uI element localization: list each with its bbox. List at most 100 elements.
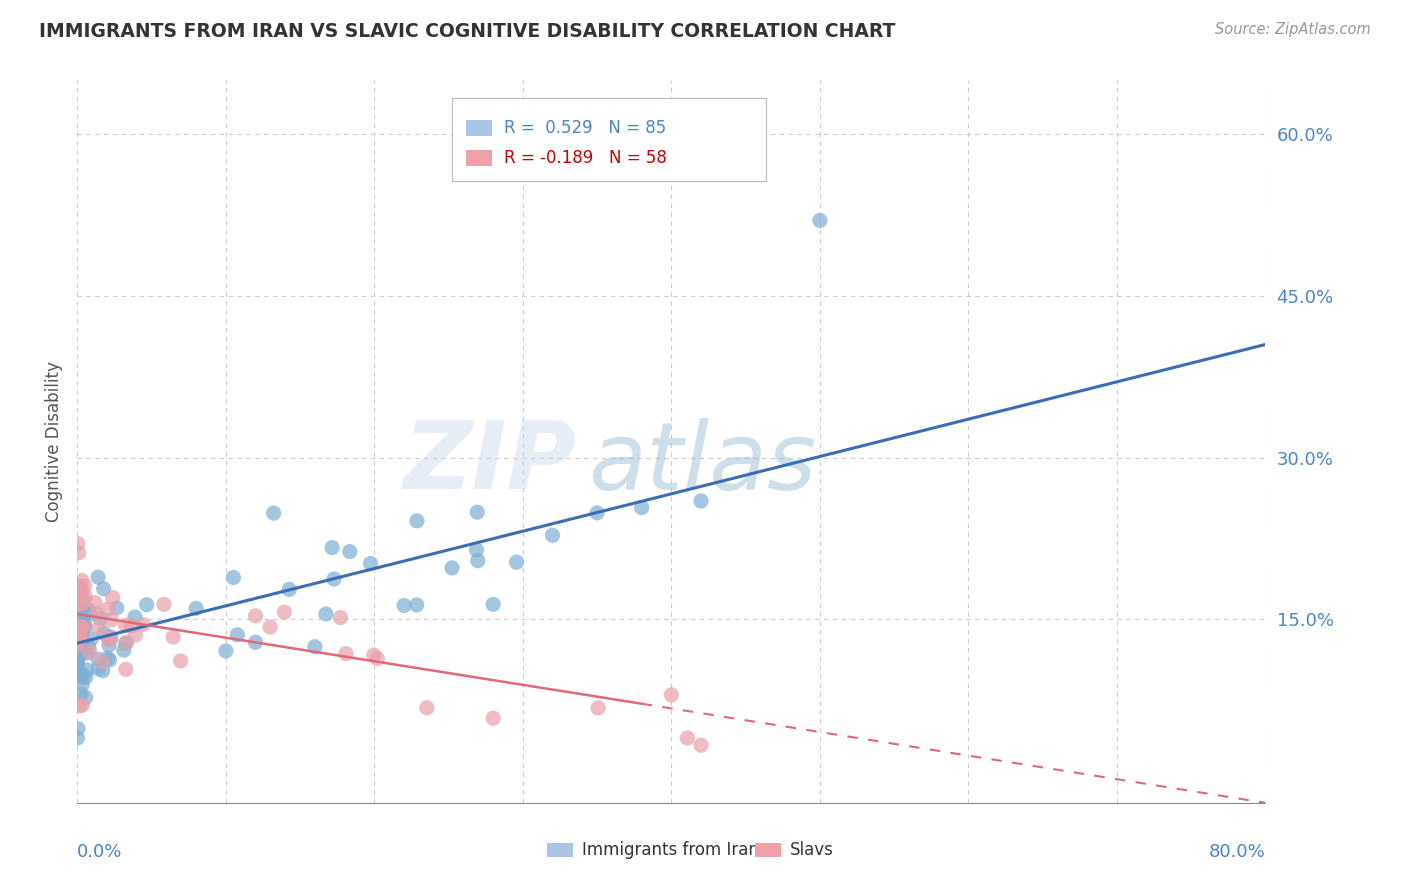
Point — [73, 579, 96, 593]
Point — [406, 514, 429, 528]
Point — [67, 633, 90, 648]
Text: Immigrants from Iran: Immigrants from Iran — [582, 841, 759, 859]
Point — [115, 662, 138, 676]
Point — [66, 639, 89, 653]
Point — [405, 598, 427, 612]
Point — [70, 669, 93, 683]
Point — [67, 632, 90, 647]
Point — [339, 544, 361, 558]
Point — [72, 670, 94, 684]
Point — [69, 630, 91, 644]
Point — [70, 666, 93, 681]
Point — [263, 506, 285, 520]
Point — [69, 582, 91, 596]
Point — [259, 620, 281, 634]
Point — [245, 635, 267, 649]
Point — [72, 632, 94, 647]
Point — [440, 561, 463, 575]
Point — [335, 647, 357, 661]
Point — [79, 607, 101, 622]
Point — [96, 651, 118, 665]
Bar — [465, 120, 492, 136]
Point — [75, 670, 97, 684]
Point — [482, 598, 505, 612]
Point — [77, 640, 100, 655]
Point — [169, 654, 191, 668]
Point — [808, 213, 831, 227]
Point — [67, 613, 90, 627]
Point — [69, 632, 91, 646]
Text: 80.0%: 80.0% — [1209, 843, 1265, 861]
Point — [66, 586, 89, 600]
Text: R =  0.529   N = 85: R = 0.529 N = 85 — [503, 119, 666, 137]
Point — [226, 628, 249, 642]
Point — [66, 634, 89, 648]
Point — [98, 653, 121, 667]
Point — [315, 607, 337, 621]
Point — [323, 572, 346, 586]
Point — [70, 574, 93, 588]
Point — [67, 639, 90, 653]
Point — [66, 590, 89, 604]
Point — [215, 644, 238, 658]
Point — [84, 596, 107, 610]
Point — [66, 654, 89, 668]
Point — [70, 582, 93, 597]
Point — [77, 603, 100, 617]
Point — [73, 618, 96, 632]
Point — [124, 628, 146, 642]
Point — [329, 610, 352, 624]
Point — [70, 698, 93, 713]
Point — [87, 662, 110, 676]
Text: Slavs: Slavs — [790, 841, 834, 859]
Point — [91, 664, 114, 678]
Point — [66, 658, 89, 673]
Point — [86, 607, 108, 621]
Point — [115, 635, 138, 649]
Point — [67, 579, 90, 593]
Point — [66, 655, 89, 669]
Point — [630, 500, 652, 515]
Point — [467, 554, 489, 568]
Point — [66, 603, 89, 617]
Point — [75, 590, 97, 604]
Point — [100, 632, 122, 647]
Point — [67, 546, 90, 560]
Point — [76, 663, 98, 677]
Point — [153, 598, 176, 612]
Point — [70, 687, 93, 701]
Bar — [451, 98, 766, 181]
Bar — [547, 843, 572, 857]
Point — [416, 700, 439, 714]
Point — [79, 645, 101, 659]
Point — [66, 637, 89, 651]
Text: R = -0.189   N = 58: R = -0.189 N = 58 — [503, 149, 666, 168]
Point — [69, 698, 91, 713]
Point — [278, 582, 301, 597]
Y-axis label: Cognitive Disability: Cognitive Disability — [45, 361, 63, 522]
Point — [100, 630, 122, 644]
Point — [75, 607, 97, 621]
Point — [541, 528, 564, 542]
Point — [366, 651, 388, 665]
Point — [392, 599, 415, 613]
Point — [75, 690, 97, 705]
Point — [114, 618, 136, 632]
Point — [690, 738, 713, 752]
Point — [66, 731, 89, 745]
Point — [69, 620, 91, 634]
Point — [67, 583, 90, 598]
Point — [73, 621, 96, 635]
Point — [586, 701, 609, 715]
Point — [690, 494, 713, 508]
Point — [66, 597, 89, 611]
Point — [66, 608, 89, 623]
Point — [70, 634, 93, 648]
Point — [66, 722, 89, 736]
Point — [360, 557, 382, 571]
Point — [70, 640, 93, 655]
Point — [66, 649, 89, 664]
Point — [304, 640, 326, 654]
Point — [72, 591, 94, 606]
Point — [70, 597, 93, 611]
